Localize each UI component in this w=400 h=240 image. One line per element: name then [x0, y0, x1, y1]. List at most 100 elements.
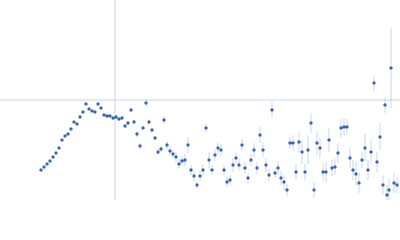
- data-point: [327, 138, 331, 142]
- data-point: [225, 180, 229, 184]
- data-point: [234, 156, 238, 160]
- data-point: [165, 143, 169, 147]
- data-point: [159, 147, 163, 151]
- data-point: [300, 150, 304, 154]
- data-point: [392, 181, 396, 185]
- data-point: [288, 141, 292, 145]
- data-point: [237, 163, 241, 167]
- data-point: [69, 127, 73, 131]
- data-point: [63, 134, 67, 138]
- data-point: [126, 121, 130, 125]
- data-point: [378, 135, 382, 139]
- data-point: [99, 106, 103, 110]
- data-point: [360, 158, 364, 162]
- data-point: [138, 144, 142, 148]
- data-point: [387, 188, 391, 192]
- data-point: [219, 148, 223, 152]
- data-point: [90, 109, 94, 113]
- data-point: [135, 132, 139, 136]
- data-point: [216, 146, 220, 150]
- data-point: [228, 178, 232, 182]
- data-point: [60, 138, 64, 142]
- data-point: [186, 143, 190, 147]
- data-point: [276, 166, 280, 170]
- data-point: [66, 132, 70, 136]
- chart: [0, 0, 400, 200]
- data-point: [243, 166, 247, 170]
- data-point: [366, 168, 370, 172]
- data-point: [120, 116, 124, 120]
- data-point: [51, 155, 55, 159]
- data-point: [147, 120, 151, 124]
- data-point: [273, 171, 277, 175]
- data-point: [39, 168, 43, 172]
- data-point: [318, 146, 322, 150]
- data-point: [270, 108, 274, 112]
- data-point: [306, 148, 310, 152]
- data-point: [84, 102, 88, 106]
- data-point: [303, 170, 307, 174]
- data-point: [348, 156, 352, 160]
- data-point: [96, 102, 100, 106]
- data-point: [282, 180, 286, 184]
- data-point: [81, 110, 85, 114]
- data-point: [129, 108, 133, 112]
- data-point: [78, 115, 82, 119]
- data-point: [354, 172, 358, 176]
- data-point: [141, 126, 145, 130]
- data-point: [153, 136, 157, 140]
- data-point: [297, 140, 301, 144]
- data-point: [171, 152, 175, 156]
- data-point: [372, 81, 376, 85]
- data-point: [54, 151, 58, 155]
- data-point: [168, 149, 172, 153]
- data-point: [183, 158, 187, 162]
- data-point: [333, 165, 337, 169]
- data-point: [195, 183, 199, 187]
- data-point: [279, 176, 283, 180]
- data-point: [144, 101, 148, 105]
- data-point: [294, 170, 298, 174]
- data-point: [255, 166, 259, 170]
- data-point: [162, 118, 166, 122]
- data-point: [363, 146, 367, 150]
- data-point: [72, 120, 76, 124]
- data-point: [345, 125, 349, 129]
- page: (() => { const data = JSON.parse(documen…: [0, 0, 400, 200]
- data-point: [192, 174, 196, 178]
- data-point: [222, 168, 226, 172]
- data-point: [351, 168, 355, 172]
- data-point: [385, 193, 389, 197]
- data-point: [249, 158, 253, 162]
- data-point: [309, 121, 313, 125]
- data-point: [201, 168, 205, 172]
- data-point: [42, 165, 46, 169]
- data-point: [45, 162, 49, 166]
- data-point: [369, 150, 373, 154]
- data-point: [111, 116, 115, 120]
- data-point: [189, 168, 193, 172]
- data-point: [264, 163, 268, 167]
- data-point: [315, 141, 319, 145]
- data-point: [291, 141, 295, 145]
- data-point: [252, 148, 256, 152]
- data-point: [267, 173, 271, 177]
- data-point: [105, 114, 109, 118]
- data-point: [150, 128, 154, 132]
- data-point: [395, 183, 399, 187]
- data-point: [240, 143, 244, 147]
- data-point: [285, 188, 289, 192]
- data-point: [123, 124, 127, 128]
- data-point: [108, 114, 112, 118]
- data-point: [114, 115, 118, 119]
- data-point: [204, 126, 208, 130]
- data-point: [342, 125, 346, 129]
- data-point: [231, 163, 235, 167]
- data-point: [383, 103, 387, 107]
- data-point: [389, 66, 393, 70]
- data-point: [381, 183, 385, 187]
- data-point: [198, 174, 202, 178]
- data-point: [213, 153, 217, 157]
- data-point: [180, 159, 184, 163]
- data-point: [174, 155, 178, 159]
